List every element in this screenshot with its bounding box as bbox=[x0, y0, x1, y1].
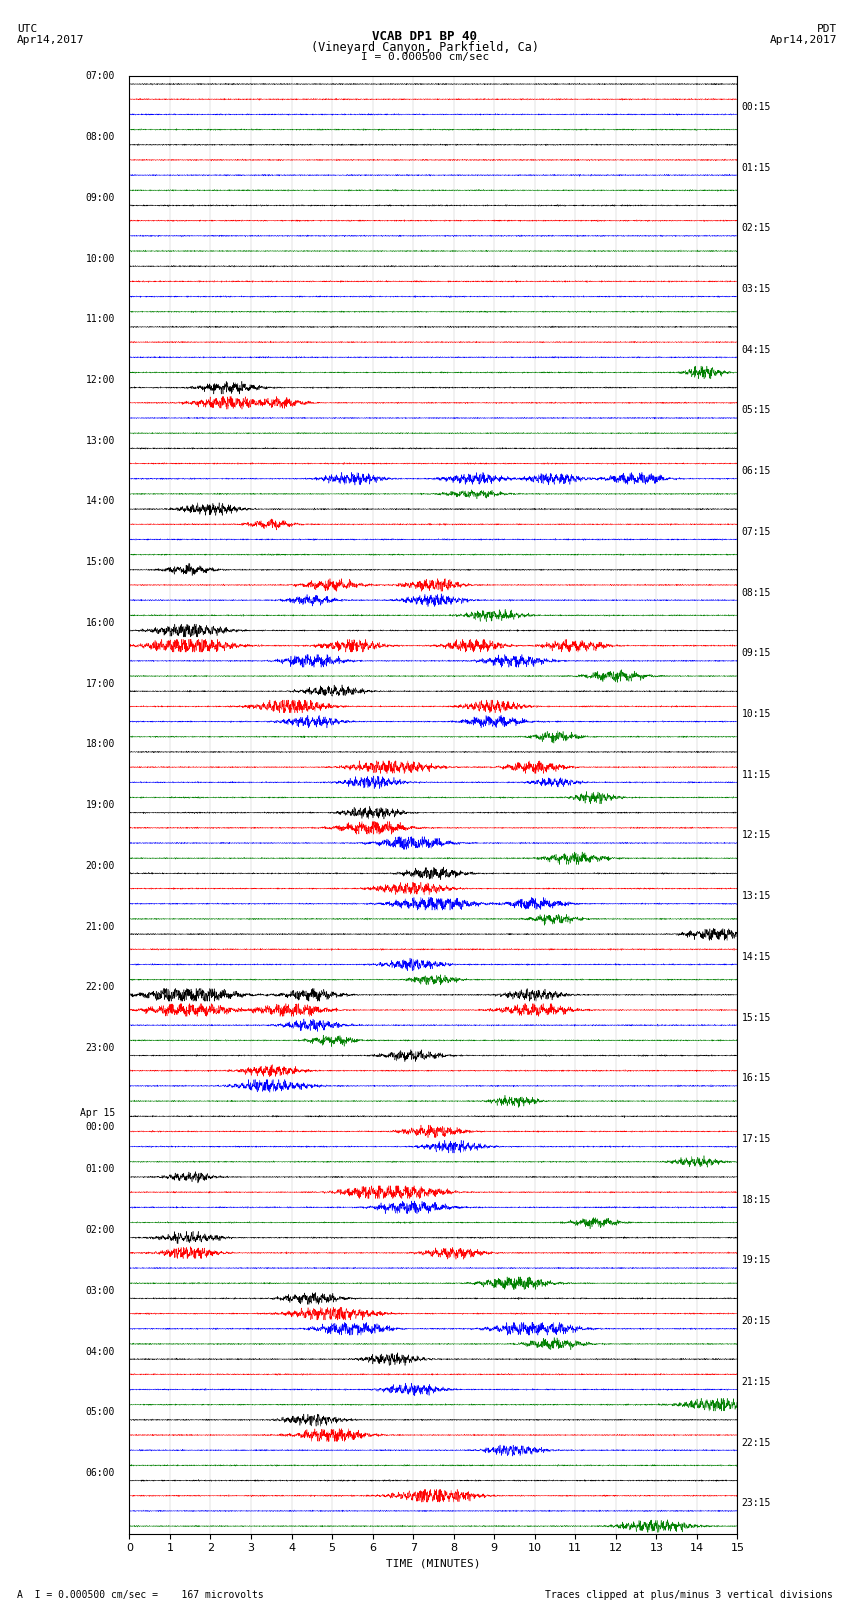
Text: 16:00: 16:00 bbox=[86, 618, 116, 627]
Text: 09:00: 09:00 bbox=[86, 194, 116, 203]
Text: 21:00: 21:00 bbox=[86, 921, 116, 932]
Text: 12:15: 12:15 bbox=[741, 831, 771, 840]
Text: 18:00: 18:00 bbox=[86, 739, 116, 750]
Text: 05:00: 05:00 bbox=[86, 1407, 116, 1418]
Text: 12:00: 12:00 bbox=[86, 376, 116, 386]
Text: 11:00: 11:00 bbox=[86, 315, 116, 324]
Text: 00:15: 00:15 bbox=[741, 102, 771, 111]
Text: 22:15: 22:15 bbox=[741, 1437, 771, 1447]
Text: 08:00: 08:00 bbox=[86, 132, 116, 142]
Text: (Vineyard Canyon, Parkfield, Ca): (Vineyard Canyon, Parkfield, Ca) bbox=[311, 40, 539, 55]
Text: 16:15: 16:15 bbox=[741, 1073, 771, 1084]
Text: 06:00: 06:00 bbox=[86, 1468, 116, 1478]
Text: 02:15: 02:15 bbox=[741, 223, 771, 234]
Text: 14:15: 14:15 bbox=[741, 952, 771, 961]
Text: 23:00: 23:00 bbox=[86, 1044, 116, 1053]
Text: 10:15: 10:15 bbox=[741, 710, 771, 719]
Text: PDT: PDT bbox=[817, 24, 837, 34]
Text: Traces clipped at plus/minus 3 vertical divisions: Traces clipped at plus/minus 3 vertical … bbox=[545, 1590, 833, 1600]
Text: 18:15: 18:15 bbox=[741, 1195, 771, 1205]
Text: 23:15: 23:15 bbox=[741, 1498, 771, 1508]
Text: 08:15: 08:15 bbox=[741, 587, 771, 597]
Text: 06:15: 06:15 bbox=[741, 466, 771, 476]
Text: 11:15: 11:15 bbox=[741, 769, 771, 779]
Text: 22:00: 22:00 bbox=[86, 982, 116, 992]
Text: 09:15: 09:15 bbox=[741, 648, 771, 658]
Text: 10:00: 10:00 bbox=[86, 253, 116, 263]
Text: 19:15: 19:15 bbox=[741, 1255, 771, 1266]
Text: 20:00: 20:00 bbox=[86, 861, 116, 871]
Text: 05:15: 05:15 bbox=[741, 405, 771, 416]
Text: 17:00: 17:00 bbox=[86, 679, 116, 689]
Text: 19:00: 19:00 bbox=[86, 800, 116, 810]
Text: 21:15: 21:15 bbox=[741, 1378, 771, 1387]
Text: 20:15: 20:15 bbox=[741, 1316, 771, 1326]
Text: UTC: UTC bbox=[17, 24, 37, 34]
Text: 15:15: 15:15 bbox=[741, 1013, 771, 1023]
Text: 03:15: 03:15 bbox=[741, 284, 771, 294]
Text: 13:15: 13:15 bbox=[741, 890, 771, 902]
Text: Apr14,2017: Apr14,2017 bbox=[770, 35, 837, 45]
Text: 07:00: 07:00 bbox=[86, 71, 116, 81]
Text: 13:00: 13:00 bbox=[86, 436, 116, 445]
Text: 15:00: 15:00 bbox=[86, 556, 116, 568]
Text: 03:00: 03:00 bbox=[86, 1286, 116, 1295]
Text: 00:00: 00:00 bbox=[86, 1123, 116, 1132]
Text: I = 0.000500 cm/sec: I = 0.000500 cm/sec bbox=[361, 52, 489, 63]
X-axis label: TIME (MINUTES): TIME (MINUTES) bbox=[386, 1560, 481, 1569]
Text: 04:15: 04:15 bbox=[741, 345, 771, 355]
Text: Apr 15: Apr 15 bbox=[80, 1108, 116, 1118]
Text: A  I = 0.000500 cm/sec =    167 microvolts: A I = 0.000500 cm/sec = 167 microvolts bbox=[17, 1590, 264, 1600]
Text: 02:00: 02:00 bbox=[86, 1226, 116, 1236]
Text: 04:00: 04:00 bbox=[86, 1347, 116, 1357]
Text: VCAB DP1 BP 40: VCAB DP1 BP 40 bbox=[372, 31, 478, 44]
Text: 14:00: 14:00 bbox=[86, 497, 116, 506]
Text: 01:00: 01:00 bbox=[86, 1165, 116, 1174]
Text: 17:15: 17:15 bbox=[741, 1134, 771, 1144]
Text: 01:15: 01:15 bbox=[741, 163, 771, 173]
Text: 07:15: 07:15 bbox=[741, 527, 771, 537]
Text: Apr14,2017: Apr14,2017 bbox=[17, 35, 84, 45]
